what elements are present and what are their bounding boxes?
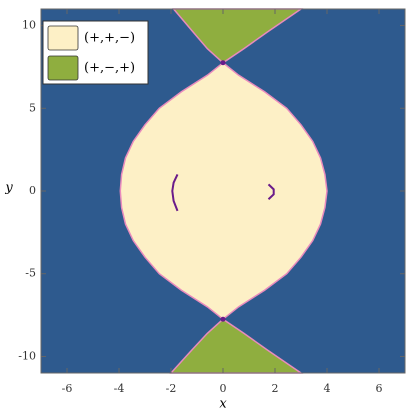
curve <box>171 174 179 212</box>
legend-label: (+,+,−) <box>84 31 135 46</box>
y-tick-label: 0 <box>29 184 36 197</box>
curve <box>267 183 275 200</box>
y-tick-label: -10 <box>18 349 36 362</box>
legend-label: (+,−,+) <box>84 61 135 76</box>
legend-swatch <box>47 55 79 81</box>
y-tick-label: 5 <box>29 101 36 114</box>
y-tick-label: 10 <box>22 19 36 32</box>
x-tick-label: 6 <box>376 382 383 395</box>
legend-swatch <box>47 25 79 51</box>
x-axis-label: x <box>219 397 227 412</box>
point <box>220 60 226 66</box>
x-tick-label: -6 <box>62 382 73 395</box>
x-tick-label: 0 <box>220 382 227 395</box>
x-tick-label: -2 <box>166 382 177 395</box>
y-tick-label: -5 <box>25 267 36 280</box>
y-axis-label: y <box>4 181 13 196</box>
x-tick-label: 2 <box>272 382 279 395</box>
x-tick-label: 4 <box>324 382 331 395</box>
x-tick-label: -4 <box>114 382 125 395</box>
point <box>220 316 226 322</box>
